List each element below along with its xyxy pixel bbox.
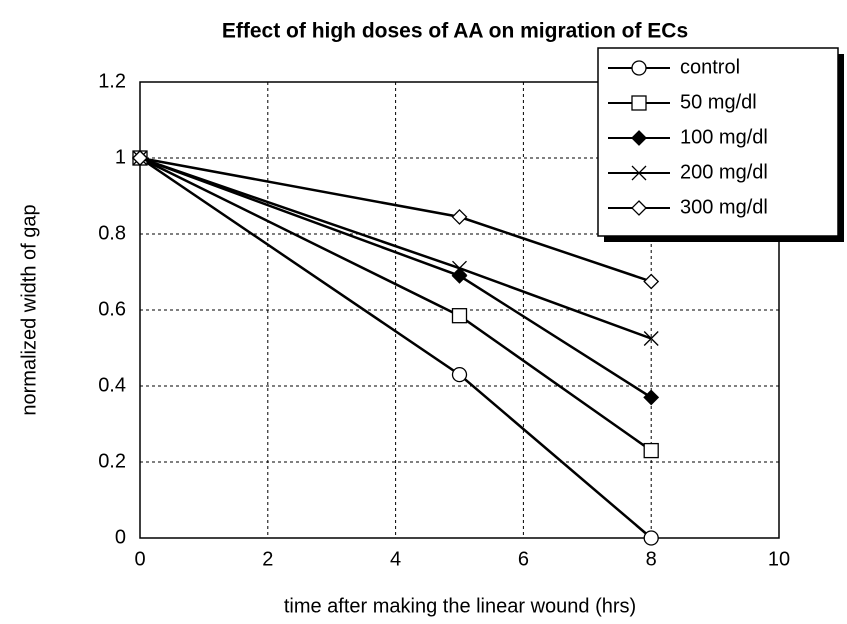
- series-line: [139, 156, 652, 399]
- x-tick-label: 0: [134, 548, 145, 570]
- y-tick-label: 0.2: [98, 450, 126, 472]
- y-tick-label: 1.2: [98, 70, 126, 92]
- x-tick-label: 4: [390, 548, 401, 570]
- x-tick-label: 8: [646, 548, 657, 570]
- y-tick-label: 0: [115, 526, 126, 548]
- y-tick-label: 0.8: [98, 222, 126, 244]
- y-tick-label: 0.4: [98, 374, 126, 396]
- chart-title: Effect of high doses of AA on migration …: [222, 20, 688, 43]
- legend-marker: [631, 200, 647, 216]
- marker: [451, 366, 468, 383]
- marker: [451, 208, 468, 225]
- x-tick-label: 2: [262, 548, 273, 570]
- x-tick-label: 10: [768, 548, 790, 570]
- y-axis-label: normalized width of gap: [18, 204, 40, 415]
- marker: [643, 273, 660, 290]
- legend-label: control: [680, 56, 740, 78]
- x-tick-label: 6: [518, 548, 529, 570]
- marker: [451, 308, 468, 324]
- legend-label: 100 mg/dl: [680, 126, 768, 148]
- y-tick-label: 0.6: [98, 298, 126, 320]
- legend-marker: [631, 165, 647, 181]
- legend-label: 200 mg/dl: [680, 161, 768, 183]
- marker: [132, 150, 148, 166]
- legend-label: 300 mg/dl: [680, 196, 768, 218]
- legend-marker: [631, 60, 647, 76]
- marker: [643, 389, 660, 406]
- marker: [643, 331, 659, 346]
- y-tick-label: 1: [115, 146, 126, 168]
- legend-marker: [631, 95, 647, 111]
- legend-label: 50 mg/dl: [680, 91, 757, 113]
- plot-frame: [139, 81, 780, 539]
- marker: [643, 442, 659, 459]
- legend-marker: [631, 130, 647, 146]
- x-axis-label: time after making the linear wound (hrs): [284, 595, 636, 617]
- marker: [643, 530, 659, 546]
- marker: [452, 260, 467, 276]
